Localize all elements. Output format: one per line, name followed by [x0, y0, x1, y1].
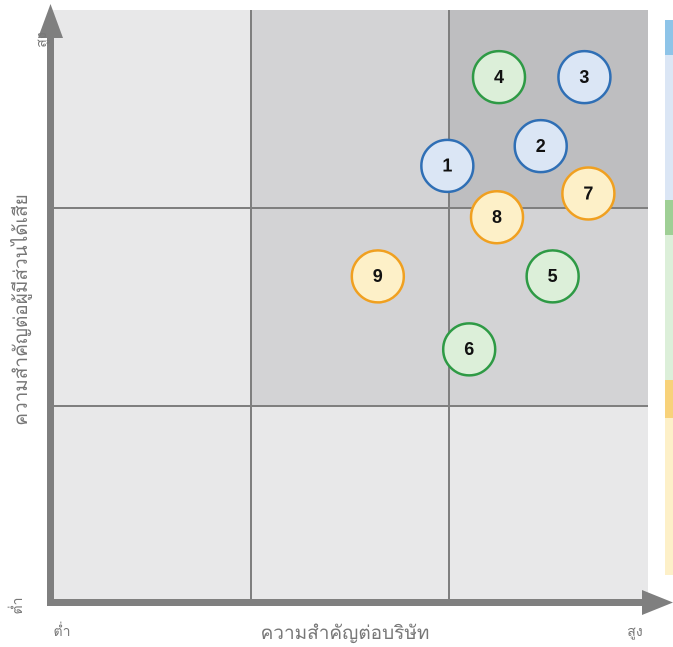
- point: [469, 189, 525, 245]
- point: [420, 138, 475, 194]
- point-label: 7: [583, 183, 593, 203]
- point-label: 9: [373, 266, 383, 286]
- point-label: 5: [548, 266, 558, 286]
- quadrants: [52, 10, 648, 602]
- x-axis-label: ความสำคัญต่อบริษัท: [261, 622, 430, 644]
- point: [441, 322, 497, 377]
- legend-strip: [665, 20, 673, 575]
- point-label: 8: [492, 207, 502, 227]
- x-tick-label: ต่ำ: [54, 622, 71, 640]
- point-label: 1: [442, 156, 452, 176]
- point-label: 2: [536, 136, 546, 156]
- point: [513, 118, 568, 174]
- point: [557, 49, 612, 105]
- point-label: 6: [464, 339, 474, 359]
- point: [471, 49, 527, 105]
- y-tick-label: ต่ำ: [8, 598, 26, 615]
- point: [525, 249, 580, 304]
- point-label: 4: [494, 67, 504, 87]
- point: [350, 249, 406, 304]
- axes: [38, 4, 673, 615]
- y-axis-label: ความสำคัญต่อผู้มีส่วนได้เสีย: [10, 194, 32, 426]
- point: [561, 166, 616, 221]
- x-tick-label: สูง: [627, 624, 642, 640]
- point-label: 3: [579, 67, 589, 87]
- y-tick-label: สูง: [34, 32, 50, 47]
